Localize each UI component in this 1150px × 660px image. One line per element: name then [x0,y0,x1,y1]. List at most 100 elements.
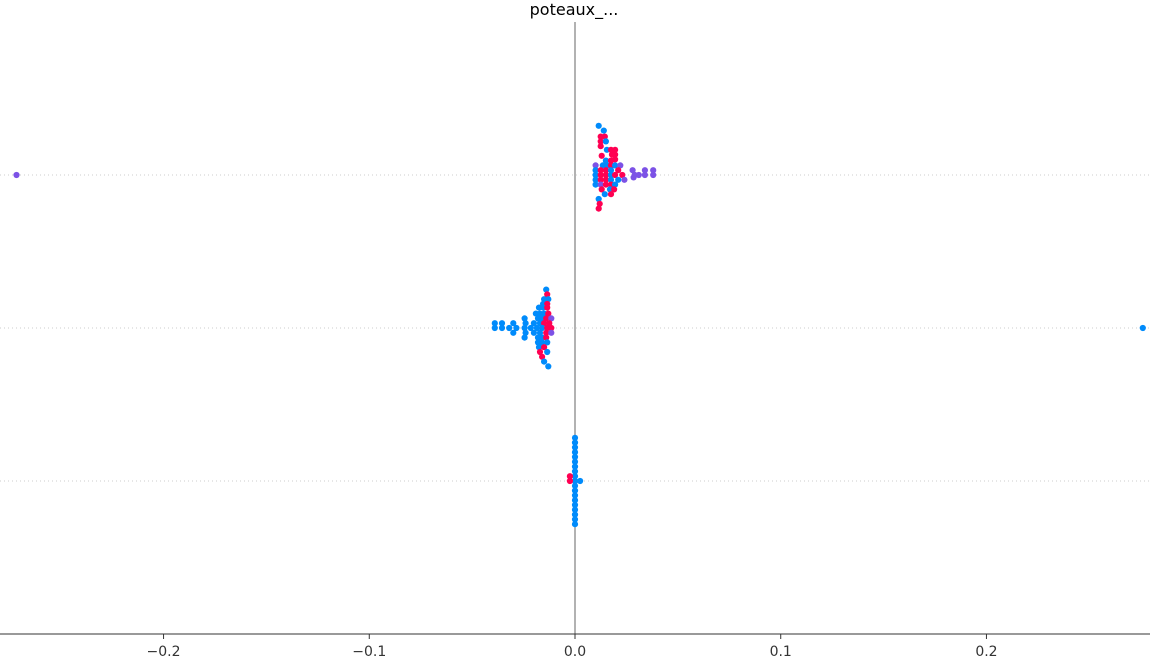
data-point [612,151,619,158]
data-point [544,339,551,346]
data-point [602,176,610,183]
data-point [621,176,628,183]
data-point [544,291,551,298]
data-point [602,138,610,145]
data-point [522,329,529,336]
data-point [571,453,579,461]
data-point [571,492,579,499]
x-tick-label: 0.2 [975,644,997,660]
data-point [630,174,637,181]
data-point [615,167,622,174]
data-point [602,181,610,188]
data-point [598,186,605,193]
data-point [566,473,574,480]
data-point [592,181,599,188]
data-point [571,521,579,528]
data-point [545,296,552,303]
data-point [543,286,550,293]
data-point [522,320,529,327]
data-point [602,171,610,179]
data-point [635,171,642,179]
data-point [543,329,550,336]
data-point [506,324,513,332]
data-point [592,176,599,183]
data-point [571,434,579,441]
chart-title: poteaux_... [530,0,619,20]
data-point [598,152,605,159]
data-point [521,334,528,341]
data-points [13,122,1146,528]
x-axis-ticks: −0.2 −0.1 0.0 0.1 0.2 [147,634,998,660]
data-point [611,186,618,193]
data-point [530,329,538,336]
data-point [602,167,610,174]
data-point [617,162,624,169]
data-point [571,511,579,518]
data-point [597,167,604,174]
data-point [544,348,551,356]
data-point [536,348,544,356]
data-point [543,315,550,322]
data-point [13,171,20,179]
data-point [592,171,599,179]
data-point [1139,324,1146,332]
data-point [595,205,602,212]
data-point [607,191,615,198]
data-point [641,167,649,174]
data-point [545,363,552,370]
data-point [498,320,506,327]
data-point [592,162,599,169]
data-point [541,358,548,365]
data-point [543,334,550,341]
data-point [595,122,602,129]
data-point [641,171,649,179]
data-point [498,324,506,332]
data-point [650,171,657,179]
data-point [571,473,579,480]
data-point [597,138,604,145]
data-point [539,353,546,360]
data-point [491,320,498,327]
data-point [601,133,608,140]
x-tick-label: 0.1 [770,644,792,660]
data-point [612,146,619,153]
data-point [539,324,546,332]
data-point [596,200,603,207]
data-point [571,444,579,451]
data-point [612,162,619,169]
data-point [571,463,579,470]
data-point [535,344,543,351]
data-point [513,324,520,332]
x-tick-label: −0.1 [352,644,386,660]
data-point [607,176,615,183]
data-point [615,176,622,183]
data-point [629,167,636,174]
data-point [571,516,579,523]
data-point [571,449,579,456]
data-point [571,458,579,465]
x-tick-label: 0.0 [564,644,586,660]
data-point [571,506,579,513]
data-point [571,501,579,509]
data-point [548,324,555,332]
data-point [546,320,553,327]
data-point [539,339,546,346]
data-point [571,468,579,475]
data-point [571,477,579,485]
data-point [530,320,538,327]
data-point [527,324,534,332]
data-point [533,324,541,332]
data-point [602,157,610,164]
data-point [571,439,579,446]
data-point [612,171,619,179]
data-point [577,477,584,485]
data-point [510,320,517,327]
data-point [650,167,657,174]
data-point [571,482,579,489]
data-point [491,324,498,332]
data-point [612,156,619,163]
data-point [595,195,602,203]
data-point [548,315,555,322]
data-point [597,176,604,183]
